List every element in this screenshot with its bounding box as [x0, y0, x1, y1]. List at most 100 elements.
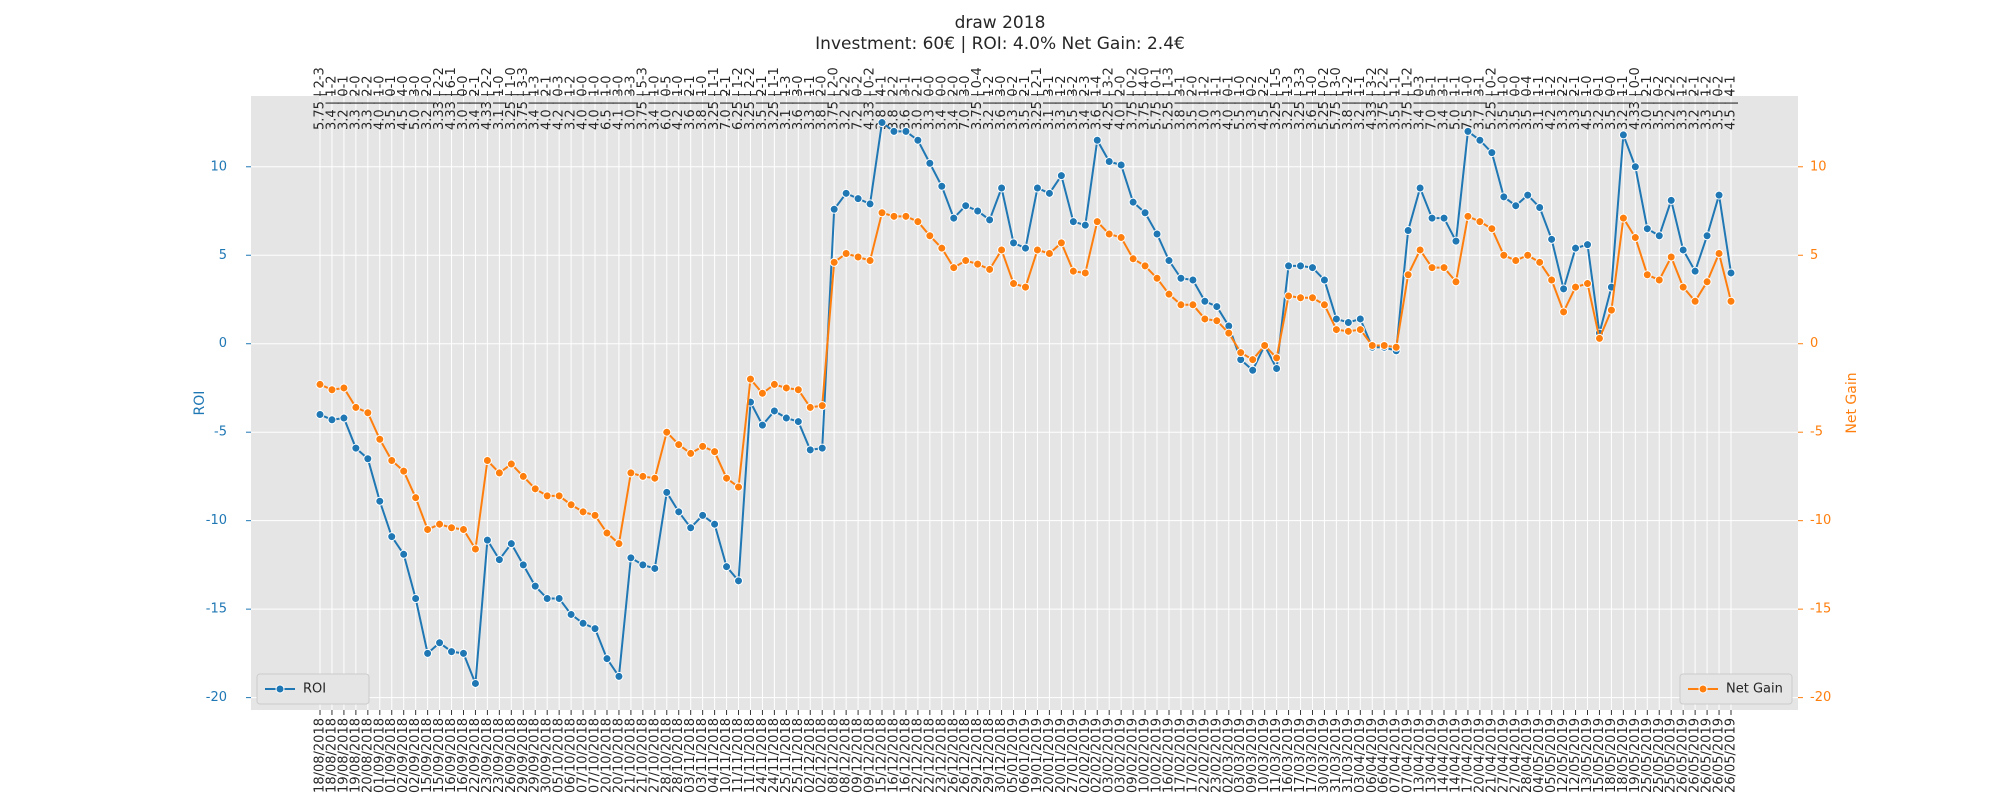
data-point — [997, 245, 1007, 255]
x2-tick-label: 3.3 | 2-1 — [1568, 75, 1583, 130]
x-tick-label: 06/04/2019 — [1377, 718, 1392, 793]
data-point — [518, 471, 528, 481]
data-point — [530, 484, 540, 494]
data-point — [1331, 325, 1341, 335]
data-point — [1116, 233, 1126, 243]
x2-tick-label: 4.0 | 0-0 — [576, 75, 591, 130]
x2-tick-label: 7.2 | 0-2 — [851, 75, 866, 130]
data-point — [1116, 160, 1126, 170]
x-tick-label: 21/10/2018 — [623, 718, 638, 793]
x2-tick-label: 3.2 | 1-1 — [1616, 75, 1631, 130]
data-point — [1080, 268, 1090, 278]
x2-tick-label: 3.5 | 0-2 — [1712, 75, 1727, 130]
x-tick-label: 19/01/2019 — [1030, 718, 1045, 793]
x2-tick-label: 3.6 | 3-0 — [791, 75, 806, 130]
data-point — [1630, 162, 1640, 172]
x-tick-label: 20/10/2018 — [599, 718, 614, 793]
x-tick-label: 02/09/2018 — [408, 718, 423, 793]
data-point — [745, 374, 755, 384]
x2-tick-label: 4.25 | 3-2 — [1102, 67, 1117, 130]
data-point — [1642, 224, 1652, 234]
x-tick-label: 20/10/2018 — [611, 718, 626, 793]
data-point — [1583, 279, 1593, 289]
x-tick-label: 15/09/2018 — [432, 718, 447, 793]
x2-tick-label: 3.5 | 0-4 — [1520, 75, 1535, 130]
x-tick-label: 18/08/2018 — [324, 718, 339, 793]
y2-tick-label: -5 — [1810, 425, 1823, 440]
legend-label: Net Gain — [1726, 682, 1783, 697]
y2-axis-label: Net Gain — [1844, 372, 1860, 433]
data-point — [614, 671, 624, 681]
data-point — [1606, 305, 1616, 315]
x2-tick-label: 3.8 | 4-1 — [875, 75, 890, 130]
x2-tick-label: 3.5 | 0-0 — [1604, 75, 1619, 130]
x-tick-label: 27/04/2019 — [1496, 718, 1511, 793]
x-tick-label: 29/12/2018 — [982, 718, 997, 793]
data-point — [877, 208, 887, 218]
data-point — [1726, 296, 1736, 306]
x2-tick-label: 4.2 | 1-2 — [1544, 75, 1559, 130]
x2-tick-label: 3.1 | 1-3 — [779, 75, 794, 130]
x2-tick-label: 3.6 | 1-0 — [1305, 75, 1320, 130]
x-tick-label: 22/09/2018 — [468, 718, 483, 793]
x-tick-label: 08/12/2018 — [827, 718, 842, 793]
x2-tick-label: 3.1 | 3-1 — [1042, 75, 1057, 130]
data-point — [458, 525, 468, 535]
x2-tick-label: 4.33 | 0-2 — [863, 67, 878, 130]
data-point — [686, 523, 696, 533]
data-point — [841, 248, 851, 258]
data-point — [1511, 201, 1521, 211]
data-point — [1164, 256, 1174, 266]
x-tick-label: 29/09/2018 — [528, 718, 543, 793]
data-point — [375, 434, 385, 444]
x-tick-label: 10/03/2019 — [1257, 718, 1272, 793]
data-point — [1475, 135, 1485, 145]
data-point — [399, 466, 409, 476]
data-point — [1284, 291, 1294, 301]
x2-tick-label: 3.2 | 1-2 — [564, 75, 579, 130]
data-point — [554, 594, 564, 604]
x2-tick-label: 3.1 | 1-0 — [492, 75, 507, 130]
legend-box — [256, 673, 370, 705]
data-point — [315, 410, 325, 420]
data-point — [494, 555, 504, 565]
x2-tick-label: 3.0 | 1-2 — [1197, 75, 1212, 130]
x2-tick-label: 3.4 | 2-3 — [1078, 75, 1093, 130]
x-tick-label: 25/11/2018 — [779, 718, 794, 793]
data-point — [1547, 275, 1557, 285]
data-point — [1427, 213, 1437, 223]
data-point — [590, 510, 600, 520]
data-point — [1343, 326, 1353, 336]
x2-tick-label: 3.75 | 2-2 — [1377, 67, 1392, 130]
x-tick-label: 11/03/2019 — [1269, 718, 1284, 793]
x2-tick-label: 4.33 | 6-1 — [444, 67, 459, 130]
x-tick-label: 03/02/2019 — [1114, 718, 1129, 793]
data-point — [1714, 248, 1724, 258]
y-tick-label: 10 — [210, 159, 227, 174]
data-point — [829, 204, 839, 214]
data-point — [327, 415, 337, 425]
data-point — [435, 519, 445, 529]
data-point — [1559, 307, 1569, 317]
x2-tick-label: 3.4 | 2-1 — [468, 75, 483, 130]
x2-tick-label: 3.25 | 2-1 — [1030, 67, 1045, 130]
data-point — [1284, 261, 1294, 271]
x2-tick-label: 5.25 | 0-2 — [1317, 67, 1332, 130]
x2-tick-label: 3.5 | 1-1 — [1389, 75, 1404, 130]
data-point — [566, 500, 576, 510]
x2-tick-label: 5.75 | 2-3 — [313, 67, 328, 130]
x-tick-label: 17/03/2019 — [1293, 718, 1308, 793]
data-point — [351, 443, 361, 453]
data-point — [1355, 325, 1365, 335]
data-point — [1260, 340, 1270, 350]
x2-tick-label: 3.5 | 3-2 — [1066, 75, 1081, 130]
data-point — [985, 215, 995, 225]
x-tick-label: 10/02/2019 — [1150, 718, 1165, 793]
data-point — [901, 126, 911, 136]
x2-tick-label: 3.1 | 1-1 — [1532, 75, 1547, 130]
x2-tick-label: 7.0 | 2-1 — [719, 75, 734, 130]
x2-tick-label: 3.3 | 2-2 — [360, 75, 375, 130]
data-point — [339, 413, 349, 423]
data-point — [590, 624, 600, 634]
